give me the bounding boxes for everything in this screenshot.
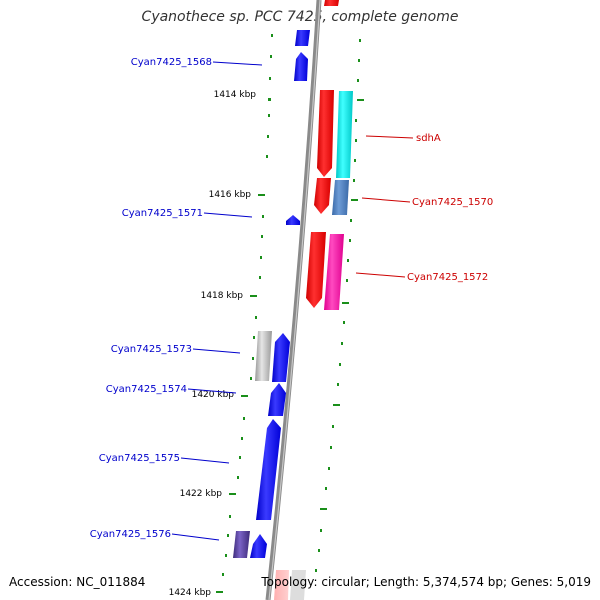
scale-label: 1420 kbp [192,390,235,400]
gene-arrow[interactable] [256,419,281,520]
scale-label: 1422 kbp [180,489,223,499]
gene-box [324,0,339,6]
scale-ticks [216,34,364,593]
gene-label[interactable]: Cyan7425_1573 [111,344,192,355]
gene-box[interactable] [332,180,349,215]
gene-label[interactable]: Cyan7425_1576 [90,529,171,540]
gene-label[interactable]: Cyan7425_1572 [407,272,488,283]
topology-info: Topology: circular; Length: 5,374,574 bp… [261,575,591,589]
gene-label[interactable]: Cyan7425_1575 [99,453,180,464]
gene-label[interactable]: sdhA [416,133,441,144]
scale-labels: 1414 kbp 1416 kbp 1418 kbp 1420 kbp 1422… [169,90,257,598]
gene-label[interactable]: Cyan7425_1570 [412,197,493,208]
scale-label: 1418 kbp [201,291,244,301]
gene-labels-right: sdhA Cyan7425_1570 Cyan7425_1572 [407,133,493,283]
gene-arrow[interactable] [250,534,267,558]
gene-label[interactable]: Cyan7425_1571 [122,208,203,219]
gene-box [274,570,289,600]
gene-box[interactable] [336,91,353,178]
gene-box[interactable] [233,531,250,558]
gene-label[interactable]: Cyan7425_1568 [131,57,212,68]
scale-label: 1424 kbp [169,588,212,598]
scale-label: 1414 kbp [214,90,257,100]
gene-arrow[interactable] [306,232,326,308]
scale-label: 1416 kbp [209,190,252,200]
gene-box [290,570,306,600]
gene-arrow[interactable] [272,333,290,382]
gene-box[interactable] [255,331,272,381]
accession-info: Accession: NC_011884 [9,575,146,589]
gene-arrow[interactable] [314,178,331,214]
gene-arrow[interactable] [286,215,300,225]
gene-arrow[interactable] [268,383,286,416]
map-title: Cyanothece sp. PCC 7425, complete genome [141,9,459,25]
reverse-strand-genes [233,30,310,558]
leader-lines [171,61,414,541]
gene-arrow[interactable] [317,90,334,177]
gene-label[interactable]: Cyan7425_1574 [106,384,187,395]
forward-strand-genes [274,0,353,600]
gene-labels-left: Cyan7425_1568 Cyan7425_1571 Cyan7425_157… [90,57,212,540]
gene-box[interactable] [324,234,344,310]
gene-arrow[interactable] [294,52,308,81]
gene-arrow [295,30,310,46]
genome-backbone [265,0,322,600]
